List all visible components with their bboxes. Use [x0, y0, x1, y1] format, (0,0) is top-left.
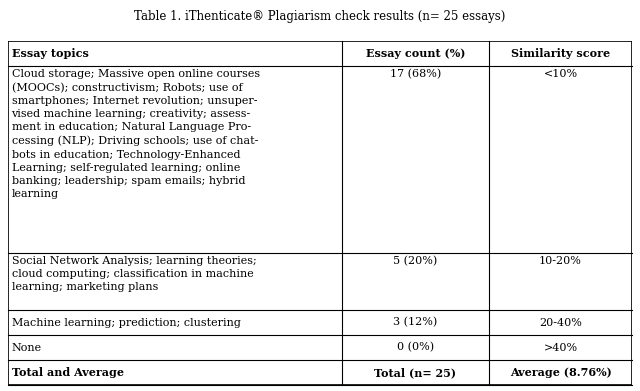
Text: Machine learning; prediction; clustering: Machine learning; prediction; clustering	[12, 317, 241, 328]
Text: Average (8.76%): Average (8.76%)	[509, 367, 611, 378]
Text: <10%: <10%	[543, 69, 577, 79]
Text: 5 (20%): 5 (20%)	[393, 256, 437, 266]
Text: Total and Average: Total and Average	[12, 367, 124, 378]
Text: Essay topics: Essay topics	[12, 48, 88, 59]
Text: 20-40%: 20-40%	[539, 317, 582, 328]
Text: Table 1. iThenticate® Plagiarism check results (n= 25 essays): Table 1. iThenticate® Plagiarism check r…	[134, 10, 506, 23]
Text: Total (n= 25): Total (n= 25)	[374, 367, 456, 378]
Text: >40%: >40%	[543, 343, 577, 353]
Text: 10-20%: 10-20%	[539, 256, 582, 266]
Text: 0 (0%): 0 (0%)	[397, 343, 434, 353]
Text: None: None	[12, 343, 42, 353]
Text: 17 (68%): 17 (68%)	[390, 69, 441, 79]
Text: Cloud storage; Massive open online courses
(MOOCs); constructivism; Robots; use : Cloud storage; Massive open online cours…	[12, 69, 260, 199]
Text: Similarity score: Similarity score	[511, 48, 610, 59]
Text: 3 (12%): 3 (12%)	[393, 317, 437, 328]
Text: Essay count (%): Essay count (%)	[365, 48, 465, 59]
Text: Social Network Analysis; learning theories;
cloud computing; classification in m: Social Network Analysis; learning theori…	[12, 256, 256, 292]
